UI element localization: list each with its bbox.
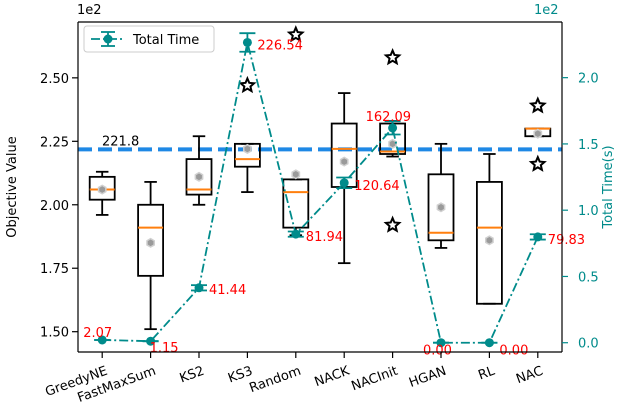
time-point-hgan bbox=[433, 338, 449, 348]
right-tick-label: 1.5 bbox=[578, 138, 599, 153]
time-data-label: 2.07 bbox=[83, 326, 112, 341]
box-rect bbox=[282, 178, 310, 229]
mean-marker bbox=[339, 156, 349, 167]
box-rect bbox=[233, 142, 261, 168]
outlier-star bbox=[383, 47, 402, 66]
mean-marker bbox=[146, 237, 155, 248]
time-point bbox=[194, 283, 204, 293]
box-ks3 bbox=[233, 75, 261, 193]
time-data-label: 0.00 bbox=[423, 344, 452, 359]
mean-marker bbox=[291, 169, 301, 180]
time-point bbox=[291, 229, 301, 239]
x-tick-label: RL bbox=[476, 363, 497, 383]
legend: Total Time bbox=[83, 25, 215, 53]
time-point bbox=[339, 178, 349, 188]
time-data-label: 81.94 bbox=[306, 230, 343, 245]
box-nack bbox=[330, 92, 358, 265]
right-axis-label: Total Time(s) bbox=[601, 145, 616, 229]
box-hgan bbox=[427, 142, 455, 249]
left-axis-multiplier: 1e2 bbox=[77, 3, 102, 18]
time-point-greedyne bbox=[94, 335, 111, 345]
left-tick-label: 2.00 bbox=[40, 199, 69, 214]
time-point-ks3 bbox=[239, 32, 256, 53]
time-data-label: 79.83 bbox=[548, 233, 585, 248]
box-greedyne bbox=[88, 170, 116, 216]
outlier-star bbox=[528, 96, 547, 114]
left-tick-label: 2.25 bbox=[40, 135, 69, 150]
time-point bbox=[533, 232, 543, 242]
box-rect bbox=[185, 158, 213, 196]
legend-box bbox=[83, 25, 215, 53]
time-point-rl bbox=[481, 338, 498, 348]
right-tick-label: 0.0 bbox=[578, 337, 599, 352]
mean-marker bbox=[194, 171, 204, 182]
box-rl bbox=[475, 153, 503, 305]
time-series-line bbox=[102, 42, 539, 344]
box-rect bbox=[427, 173, 455, 242]
boxes-layer bbox=[88, 25, 552, 331]
legend-marker bbox=[103, 34, 113, 44]
box-nacinit bbox=[379, 47, 407, 233]
right-tick-label: 1.0 bbox=[578, 204, 599, 219]
right-axis-multiplier: 1e2 bbox=[534, 3, 559, 18]
box-nac bbox=[524, 96, 552, 172]
time-point bbox=[484, 338, 494, 348]
box-rect bbox=[137, 203, 165, 277]
x-tick-label: NAC bbox=[514, 364, 545, 387]
reference-line-layer: 221.8 bbox=[78, 134, 562, 152]
time-series-layer: 2.07 1.15 41.44 226.54 81.94 120.64 162.09 0.00… bbox=[83, 32, 585, 359]
mean-marker bbox=[533, 128, 543, 139]
time-data-label: 162.09 bbox=[366, 110, 412, 125]
time-point-nacinit bbox=[384, 120, 401, 136]
box-rect bbox=[475, 181, 503, 305]
time-data-label: 0.00 bbox=[499, 344, 528, 359]
left-axis-label: Objective Value bbox=[5, 136, 20, 237]
outlier-star bbox=[528, 154, 547, 172]
mean-marker bbox=[243, 143, 252, 154]
mean-marker bbox=[388, 138, 397, 149]
x-tick-label: NACInit bbox=[349, 364, 399, 395]
time-point-random bbox=[287, 229, 304, 239]
mean-marker bbox=[436, 202, 446, 213]
time-point-ks2 bbox=[191, 283, 207, 293]
x-tick-label: NACK bbox=[313, 364, 352, 391]
time-data-label: 226.54 bbox=[257, 38, 303, 53]
outlier-star bbox=[238, 75, 257, 94]
box-ks2 bbox=[185, 135, 213, 206]
legend-label: Total Time bbox=[132, 33, 199, 48]
box-fastmaxsum bbox=[137, 181, 165, 331]
outlier-star bbox=[286, 25, 305, 43]
x-tick-label: HGAN bbox=[407, 364, 448, 391]
mean-marker bbox=[485, 235, 494, 246]
time-point bbox=[388, 123, 398, 133]
outlier-star bbox=[383, 215, 402, 233]
time-data-label: 41.44 bbox=[209, 283, 246, 298]
reference-line-label: 221.8 bbox=[102, 134, 139, 149]
right-tick-label: 0.5 bbox=[578, 270, 599, 285]
left-tick-label: 1.75 bbox=[40, 262, 69, 277]
time-point-fastmaxsum bbox=[142, 336, 159, 346]
time-point-nack bbox=[336, 176, 353, 190]
time-point bbox=[242, 37, 252, 47]
left-tick-label: 1.50 bbox=[40, 326, 69, 341]
time-point bbox=[97, 335, 107, 345]
time-point bbox=[436, 338, 446, 348]
x-tick-label: Random bbox=[247, 364, 303, 397]
mean-marker bbox=[97, 184, 107, 195]
right-tick-label: 2.0 bbox=[578, 72, 599, 87]
box-rect bbox=[88, 175, 116, 201]
time-point-nac bbox=[529, 232, 546, 242]
x-tick-label: KS2 bbox=[178, 364, 207, 387]
left-tick-label: 2.50 bbox=[40, 72, 69, 87]
time-data-label: 120.64 bbox=[354, 179, 400, 194]
time-point bbox=[146, 336, 156, 346]
box-random bbox=[282, 25, 310, 237]
time-data-label: 1.15 bbox=[150, 341, 179, 356]
